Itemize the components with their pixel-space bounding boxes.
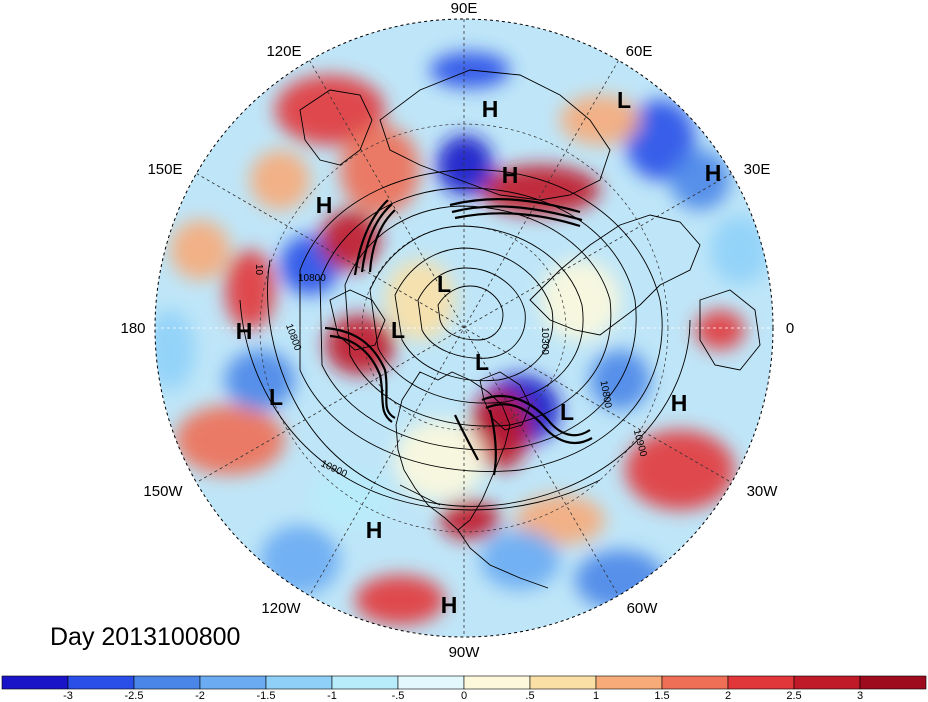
colorbar-tick-label: -1.5: [257, 690, 276, 702]
pressure-center-marker: H: [705, 160, 722, 186]
anomaly-blob: [155, 310, 195, 390]
colorbar-swatch: [331, 675, 399, 690]
colorbar-swatch: [133, 675, 201, 690]
colorbar: -3 -2.5 -2 -1.5 -1 -.5 0 .5 1 1.5 2 2.5 3: [1, 675, 927, 702]
colorbar-tick-label: 3: [857, 690, 863, 702]
anomaly-blob: [560, 95, 640, 145]
pressure-center-marker: L: [391, 317, 405, 343]
colorbar-tick-label: -.5: [392, 690, 405, 702]
anomaly-blob: [670, 150, 730, 210]
colorbar-tick-label: -1: [327, 690, 337, 702]
colorbar-swatch: [595, 675, 663, 690]
anomaly-blob: [175, 405, 285, 475]
pressure-center-marker: H: [482, 96, 499, 122]
pressure-center-marker: H: [671, 390, 688, 416]
pressure-center-marker: L: [475, 349, 489, 375]
graticule: [155, 19, 773, 637]
anomaly-blob: [385, 260, 455, 340]
contour-label: 10300: [539, 327, 550, 355]
height-contours: [239, 169, 691, 511]
colorbar-tick-label: 0: [461, 690, 467, 702]
lon-label-120w: 120W: [261, 600, 301, 617]
colorbar-swatch: [793, 675, 861, 690]
colorbar-swatch: [727, 675, 795, 690]
latitude-circle: [361, 225, 567, 431]
contour-label: 10: [253, 264, 264, 276]
anomaly-blob: [480, 165, 600, 215]
anomaly-blob: [515, 495, 605, 545]
map-boundary: [154, 18, 774, 638]
pressure-center-marker: L: [617, 87, 631, 113]
colorbar-swatch: [661, 675, 729, 690]
anomaly-blob: [225, 250, 275, 330]
colorbar-tick-label: 2.5: [786, 690, 801, 702]
meridian-line: [196, 173, 732, 483]
colorbar-swatch: [859, 675, 927, 690]
anomaly-blob: [170, 220, 230, 280]
anomaly-blob: [540, 260, 620, 340]
pressure-center-marker: H: [236, 318, 253, 344]
lon-label-150e: 150E: [147, 161, 182, 178]
anomaly-blob: [260, 525, 340, 595]
anomaly-blob: [250, 150, 310, 210]
colorbar-swatch: [199, 675, 267, 690]
pressure-center-marker: L: [560, 399, 574, 425]
anomaly-blob: [625, 430, 735, 510]
map-title: Day 2013100800: [50, 623, 240, 651]
colorbar-tick-label: 2: [725, 690, 731, 702]
lon-label-60e: 60E: [626, 43, 653, 60]
colorbar-swatch: [67, 675, 135, 690]
colorbar-tick-label: 1: [593, 690, 599, 702]
lon-label-60w: 60W: [627, 600, 659, 617]
anomaly-blob: [437, 135, 493, 195]
lon-label-30e: 30E: [744, 161, 771, 178]
anomaly-blob: [355, 575, 445, 625]
anomaly-blob: [340, 125, 420, 215]
pressure-center-marker: H: [366, 517, 383, 543]
pressure-center-marker: L: [269, 384, 283, 410]
lon-label-180: 180: [120, 320, 145, 337]
colorbar-swatch: [265, 675, 333, 690]
lon-label-30w: 30W: [747, 483, 779, 500]
lon-label-0: 0: [786, 320, 794, 337]
colorbar-tick-label: 1.5: [654, 690, 669, 702]
anomaly-blob: [695, 310, 745, 350]
pressure-markers: H L H H H L L H L L L H H H: [236, 87, 722, 618]
lon-label-150w: 150W: [143, 483, 183, 500]
colorbar-swatch: [397, 675, 465, 690]
pressure-center-marker: L: [437, 271, 451, 297]
anomaly-blob: [480, 530, 560, 590]
colorbar-swatch: [1, 675, 69, 690]
colorbar-swatch: [529, 675, 597, 690]
colorbar-tick-label: .5: [525, 690, 534, 702]
pressure-center-marker: H: [502, 162, 519, 188]
contour-label: 10800: [598, 380, 614, 410]
colorbar-tick-label: -2.5: [125, 690, 144, 702]
lon-label-90w: 90W: [449, 644, 481, 661]
colorbar-swatch: [463, 675, 531, 690]
lon-label-90e: 90E: [451, 0, 478, 17]
colorbar-tick-label: -2: [195, 690, 205, 702]
contour-label: 10800: [298, 273, 326, 284]
lon-label-120e: 120E: [266, 43, 301, 60]
colorbar-tick-label: -3: [63, 690, 73, 702]
pressure-center-marker: H: [441, 592, 458, 618]
longitude-labels: 90E 60E 30E 0 30W 60W 90W 120W 150W 180 …: [120, 0, 794, 661]
anomaly-blob: [625, 100, 695, 180]
latitude-circle: [259, 123, 669, 533]
pressure-center-marker: H: [316, 192, 333, 218]
anomaly-blob: [310, 470, 390, 530]
anomaly-blob: [710, 215, 770, 285]
